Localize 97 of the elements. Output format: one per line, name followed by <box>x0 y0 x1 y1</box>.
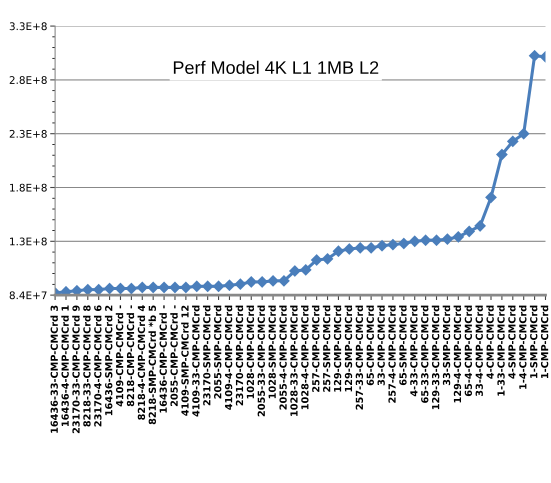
point <box>507 136 518 147</box>
x-tick-label: 16436-4-CMP-CMCrd 1 <box>61 306 69 426</box>
text: Perf Model 4K L1 1MB L2 <box>174 60 378 74</box>
x-tick-label: 8218-33-CMP-CMCrd 8 <box>83 305 91 427</box>
x-tick-label: 2055-CMP-CMCrd - <box>170 305 178 406</box>
x-tick-label: 2055-SMP-CMCrd <box>214 306 222 399</box>
point <box>234 278 246 290</box>
point <box>278 275 290 286</box>
point <box>126 282 137 294</box>
point <box>114 282 126 294</box>
point <box>300 264 312 276</box>
point <box>202 280 214 292</box>
x-tick-label: 257-SMP-CMCrd <box>322 306 330 392</box>
x-tick-label: 1-4-CMP-CMCrd <box>518 306 527 389</box>
point <box>387 238 399 250</box>
x-tick-label: 129-4-CMP-CMCrd <box>454 306 462 402</box>
point <box>518 128 530 140</box>
point <box>256 276 268 288</box>
point <box>60 286 72 296</box>
point <box>180 282 192 294</box>
point <box>430 234 442 246</box>
x-tick-label: 8218-SMP-CMCrd *b 5 <box>148 306 156 424</box>
x-tick-label: 1-33-CMP-CMCrd <box>497 306 505 396</box>
x-tick-label: 257-CMP-CMCrd <box>312 306 320 392</box>
point <box>464 226 475 238</box>
point <box>71 285 82 296</box>
point <box>191 280 202 292</box>
x-tick-label: 4-33-CMP-CMCrd <box>410 306 418 396</box>
x-tick-label: 129-SMP-CMCrd <box>344 306 352 392</box>
point <box>322 253 334 264</box>
x-tick-label: 23170-CMP-CMCrd <box>236 306 244 406</box>
x-tick-label: 8218-4-CMP-CMCrd 4 <box>138 305 146 420</box>
point <box>496 148 508 160</box>
x-tick-label: 8218-CMP-CMCrd - <box>126 305 134 406</box>
x-tick-label: 4-CMP-CMCrd <box>486 306 494 379</box>
point <box>148 282 159 294</box>
point <box>224 280 236 291</box>
x-tick-label: 1028-4-CMP-CMCrd <box>301 306 309 410</box>
y-tick-label: 1.8E+8 <box>10 184 47 192</box>
point <box>485 192 497 203</box>
point <box>344 243 355 255</box>
point <box>354 242 366 254</box>
x-tick-label: 23170-SMP-CMCrd <box>202 306 210 406</box>
point <box>104 282 116 294</box>
x-tick-label: 129-CMP-CMCrd <box>334 306 342 392</box>
point <box>212 280 224 292</box>
point <box>267 275 279 286</box>
point <box>93 284 104 296</box>
point <box>452 231 464 243</box>
x-tick-label: 33-CMP-CMCrd <box>377 306 385 386</box>
x-tick-label: 65-SMP-CMCrd <box>399 306 407 386</box>
y-tick-label: 1.3E+8 <box>10 238 47 246</box>
point <box>136 282 148 294</box>
x-tick-label: 33-SMP-CMCrd <box>442 306 450 386</box>
x-tick-label: 65-4-CMP-CMCrd <box>464 306 472 396</box>
point <box>366 242 377 254</box>
x-tick-label: 23170-4-CMP-CMCrd 6 <box>94 305 102 426</box>
x-tick-label: 129-33-CMP-CMCrd <box>432 306 440 410</box>
point <box>82 284 94 296</box>
x-tick-label: 4109-CMP-CMCrd - <box>116 305 124 406</box>
x-tick-label: 65-33-CMP-CMCrd <box>420 306 428 403</box>
point <box>169 282 181 294</box>
point <box>398 238 410 250</box>
y-tick-label: 2.3E+8 <box>10 130 47 138</box>
point <box>332 246 344 257</box>
point <box>442 234 454 245</box>
x-tick-label: 2055-33-CMP-CMCrd <box>257 306 265 416</box>
x-tick-label: 4109-4-CMP-CMCrd <box>224 306 232 410</box>
point <box>528 50 540 62</box>
x-tick-label: 65-CMP-CMCrd <box>366 306 374 386</box>
point <box>474 220 486 232</box>
x-tick-label: 4-SMP-CMCrd <box>508 306 516 379</box>
point <box>409 236 420 247</box>
x-tick-label: 1028-33-CMP-CMCrd <box>290 306 298 416</box>
point <box>376 240 388 252</box>
x-tick-label: 1028-CMP-CMCrd <box>246 306 254 398</box>
point <box>246 276 257 288</box>
y-tick-label: 8.4E+7 <box>10 291 47 300</box>
x-tick-label: 4109-33-CMP-CMCrd <box>192 306 200 417</box>
point <box>158 282 170 294</box>
x-tick-label: 4109-SMP-CMCrd 12 <box>181 306 189 416</box>
y-tick-label: 2.8E+8 <box>10 76 47 84</box>
x-tick-label: 16436-33-CMP-CMCrd 3 <box>50 306 58 433</box>
x-tick-label: 257-4-CMP-CMCrd <box>388 306 396 403</box>
point <box>420 234 432 246</box>
point <box>311 254 322 266</box>
x-tick-label: 1028-SMP-CMCrd <box>268 306 276 398</box>
point <box>289 265 300 277</box>
x-tick-label: 1-SMP-CMCrd <box>530 306 538 378</box>
x-tick-label: 16436-SMP-CMCrd 2 <box>104 306 112 416</box>
x-tick-label: 257-33-CMP-CMCrd <box>356 306 364 410</box>
y-tick-label: 3.3E+8 <box>10 22 47 30</box>
x-tick-label: 33-4-CMP-CMCrd <box>475 306 483 396</box>
x-tick-label: 2055-4-CMP-CMCrd <box>279 306 287 410</box>
x-tick-label: 1-CMP-CMCrd <box>540 306 548 378</box>
x-tick-label: 16436-CMP-CMCrd - <box>159 305 167 413</box>
x-tick-label: 23170-33-CMP-CMCrd 9 <box>72 305 80 434</box>
